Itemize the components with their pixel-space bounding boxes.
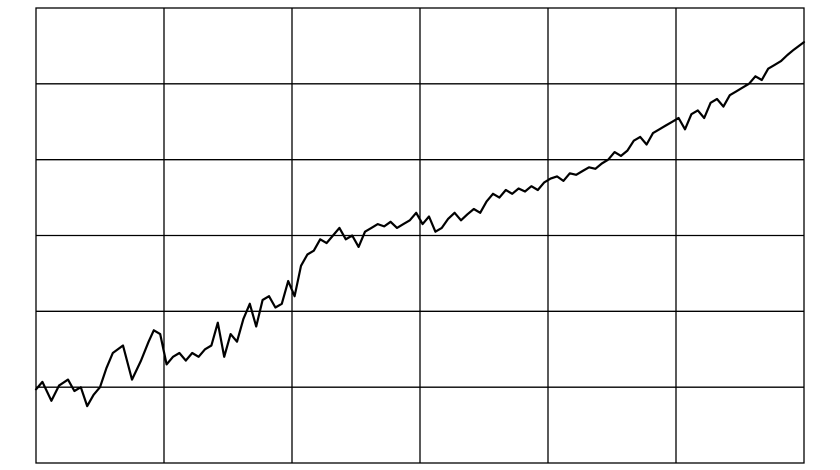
series-layer <box>34 40 806 408</box>
gridlines <box>36 8 804 463</box>
series-line-0 <box>34 40 806 408</box>
plot-frame <box>35 7 805 464</box>
